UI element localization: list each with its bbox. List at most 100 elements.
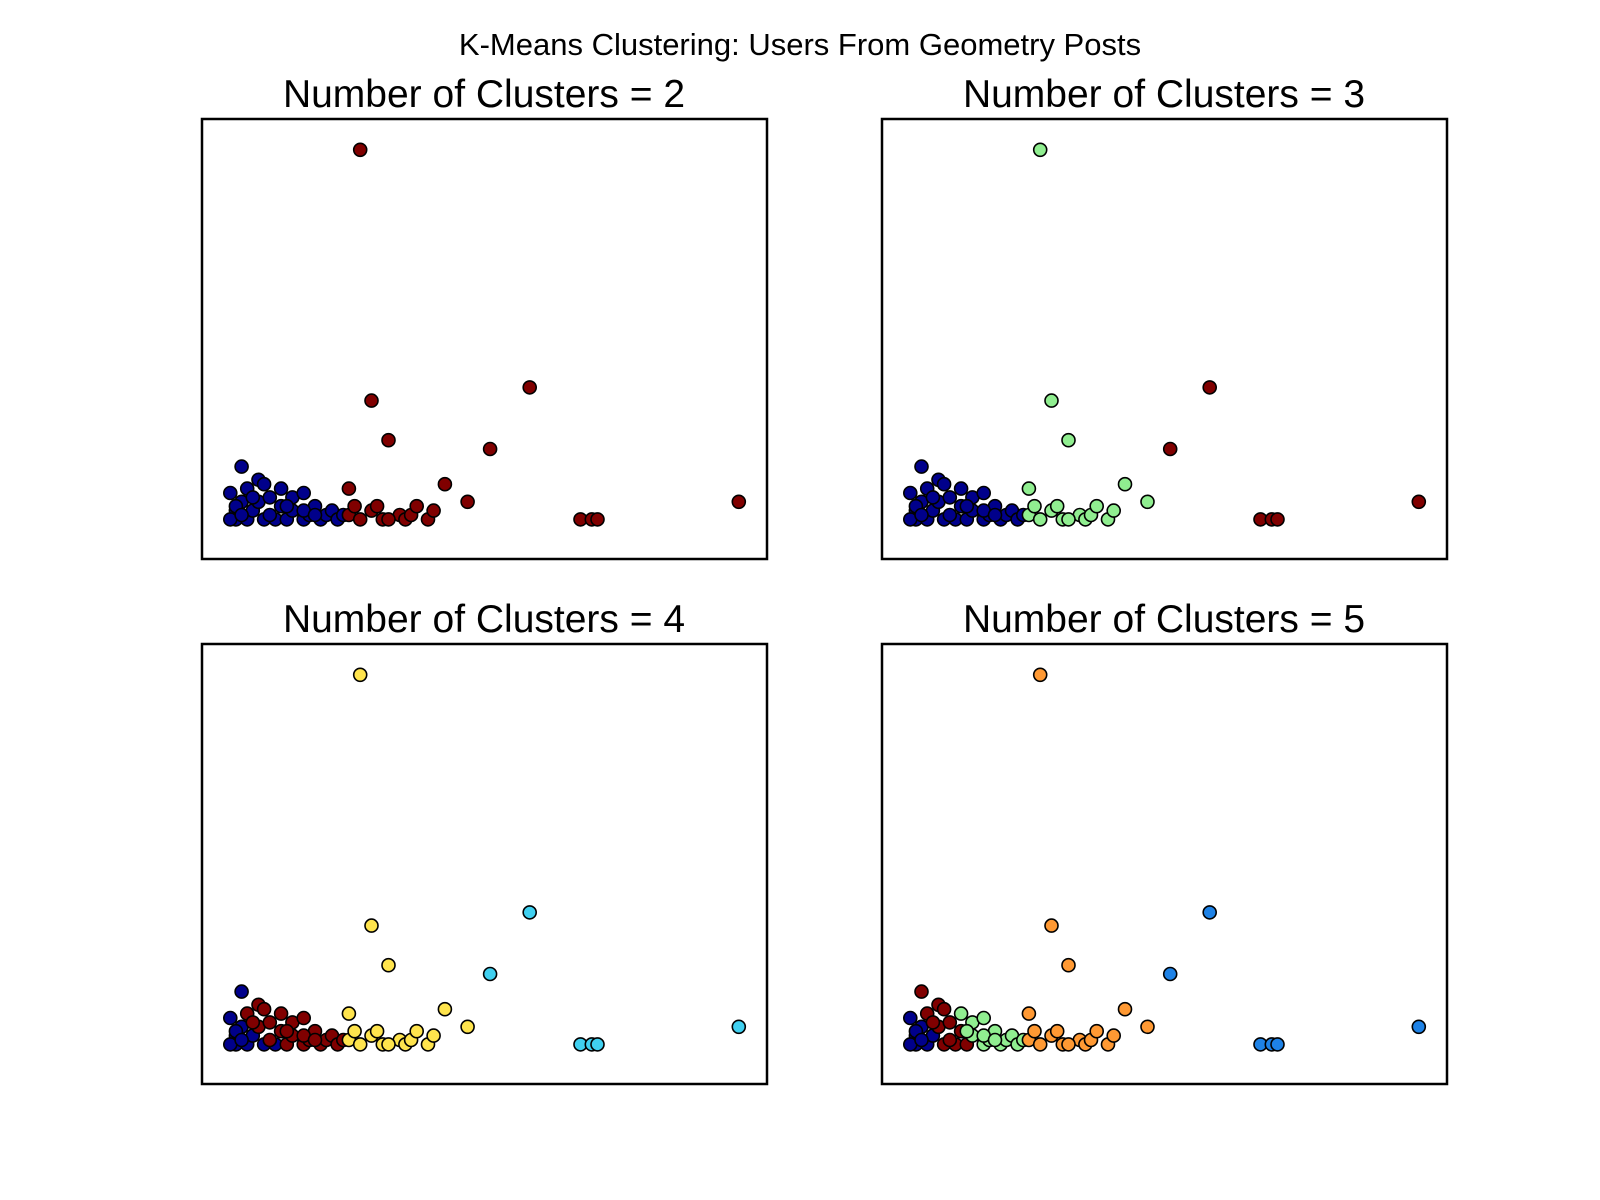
data-point-cluster-3 [347,1023,362,1039]
data-point-cluster-2 [1032,512,1048,527]
data-point-cluster-2 [1049,498,1065,514]
plot-frame [880,642,1449,1086]
data-point-cluster-1 [262,490,278,505]
data-point-cluster-2 [482,441,498,457]
data-point-cluster-2 [731,494,747,510]
data-point-cluster-4 [1027,1023,1042,1039]
data-point-cluster-2 [426,503,441,518]
data-point-cluster-3 [1270,512,1285,527]
data-point-cluster-2 [352,142,368,158]
data-point-cluster-2 [1027,498,1042,514]
data-point-cluster-2 [1061,512,1076,527]
data-point-cluster-1 [914,1032,929,1048]
data-point-cluster-1 [273,481,289,496]
data-point-cluster-3 [409,1023,425,1039]
data-point-cluster-3 [1411,494,1427,510]
data-point-cluster-2 [1117,476,1133,492]
data-point-cluster-2 [262,1032,278,1048]
data-point-cluster-2 [1089,498,1104,514]
data-point-cluster-5 [1411,1019,1427,1035]
data-point-cluster-1 [279,498,295,514]
data-point-cluster-1 [245,490,261,505]
data-point-cluster-1 [925,490,941,505]
data-point-cluster-1 [234,1032,249,1048]
points-layer [223,667,747,1052]
data-point-cluster-4 [590,1037,605,1052]
data-point-cluster-1 [942,507,958,523]
data-point-cluster-2 [522,380,538,395]
data-point-cluster-2 [1140,494,1155,510]
data-point-cluster-2 [279,1023,295,1039]
data-point-cluster-4 [1049,1023,1065,1039]
data-point-cluster-1 [223,1010,238,1026]
points-layer [902,142,1427,527]
data-point-cluster-2 [256,1001,272,1017]
points-layer [223,142,747,527]
plot-frame [200,642,769,1086]
figure-title: K-Means Clustering: Users From Geometry … [459,27,1141,62]
plot-frame [880,117,1449,561]
data-point-cluster-1 [296,485,312,501]
data-point-cluster-3 [381,957,396,973]
data-point-cluster-4 [1140,1019,1155,1035]
data-point-cluster-1 [953,481,969,496]
data-point-cluster-1 [256,476,272,492]
data-point-cluster-4 [1061,957,1076,973]
data-point-cluster-4 [1117,1001,1133,1017]
data-point-cluster-1 [307,507,323,523]
data-point-cluster-3 [341,1006,357,1021]
data-point-cluster-2 [437,476,453,492]
data-point-cluster-2 [925,1015,941,1030]
data-point-cluster-4 [482,966,498,982]
subplot-k2: Number of Clusters = 2 [200,73,769,561]
data-point-cluster-2 [273,1006,289,1021]
data-point-cluster-1 [902,485,918,501]
data-point-cluster-3 [959,1023,975,1039]
data-point-cluster-4 [1061,1037,1076,1052]
subplot-title: Number of Clusters = 4 [283,598,685,641]
data-point-cluster-1 [902,1010,918,1026]
data-point-cluster-2 [936,1001,952,1017]
data-point-cluster-2 [307,1032,323,1048]
data-point-cluster-4 [1032,667,1048,683]
data-point-cluster-2 [364,393,379,408]
data-point-cluster-4 [1021,1006,1037,1021]
data-point-cluster-4 [1106,1028,1121,1043]
data-point-cluster-1 [914,459,929,474]
subplot-title: Number of Clusters = 3 [963,73,1365,116]
data-point-cluster-4 [1044,918,1059,933]
data-point-cluster-2 [942,1032,958,1048]
data-point-cluster-4 [1032,1037,1048,1052]
data-point-cluster-2 [1032,142,1048,158]
data-point-cluster-1 [942,490,958,505]
data-point-cluster-2 [352,512,368,527]
data-point-cluster-2 [341,481,357,496]
data-point-cluster-3 [364,918,379,933]
data-point-cluster-3 [426,1028,441,1043]
data-point-cluster-5 [1270,1037,1285,1052]
data-point-cluster-5 [1202,905,1217,920]
data-point-cluster-2 [460,494,475,510]
data-point-cluster-2 [381,432,396,448]
data-point-cluster-2 [245,1015,261,1030]
subplot-title: Number of Clusters = 2 [283,73,685,116]
plot-frame [200,117,769,561]
subplot-k5: Number of Clusters = 5 [880,598,1449,1086]
data-point-cluster-2 [1044,393,1059,408]
data-point-cluster-2 [381,512,396,527]
data-point-cluster-2 [914,984,929,999]
data-point-cluster-3 [987,1032,1003,1048]
data-point-cluster-2 [942,1015,958,1030]
data-point-cluster-1 [234,984,249,999]
data-point-cluster-3 [352,1037,368,1052]
data-point-cluster-3 [352,667,368,683]
data-point-cluster-1 [223,485,238,501]
data-point-cluster-3 [976,1010,992,1026]
data-point-cluster-3 [1162,441,1178,457]
subplot-k3: Number of Clusters = 3 [880,73,1449,561]
data-point-cluster-4 [731,1019,747,1035]
data-point-cluster-1 [936,476,952,492]
data-point-cluster-2 [590,512,605,527]
data-point-cluster-1 [959,498,975,514]
